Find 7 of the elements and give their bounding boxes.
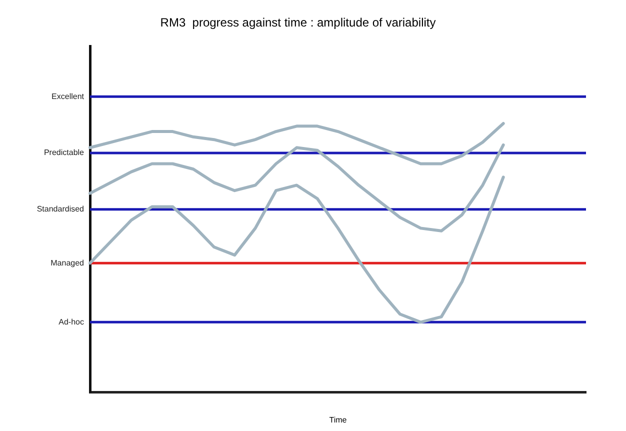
ref-line-label: Predictable <box>44 148 85 158</box>
ref-line-label: Managed <box>50 258 84 268</box>
ref-line-label: Excellent <box>52 92 85 101</box>
chart-title: RM3 progress against time : amplitude of variability <box>160 16 436 30</box>
ref-line-label: Ad-hoc <box>58 317 84 326</box>
ref-line-label: Standardised <box>36 204 84 214</box>
x-axis-title: Time <box>329 415 348 424</box>
